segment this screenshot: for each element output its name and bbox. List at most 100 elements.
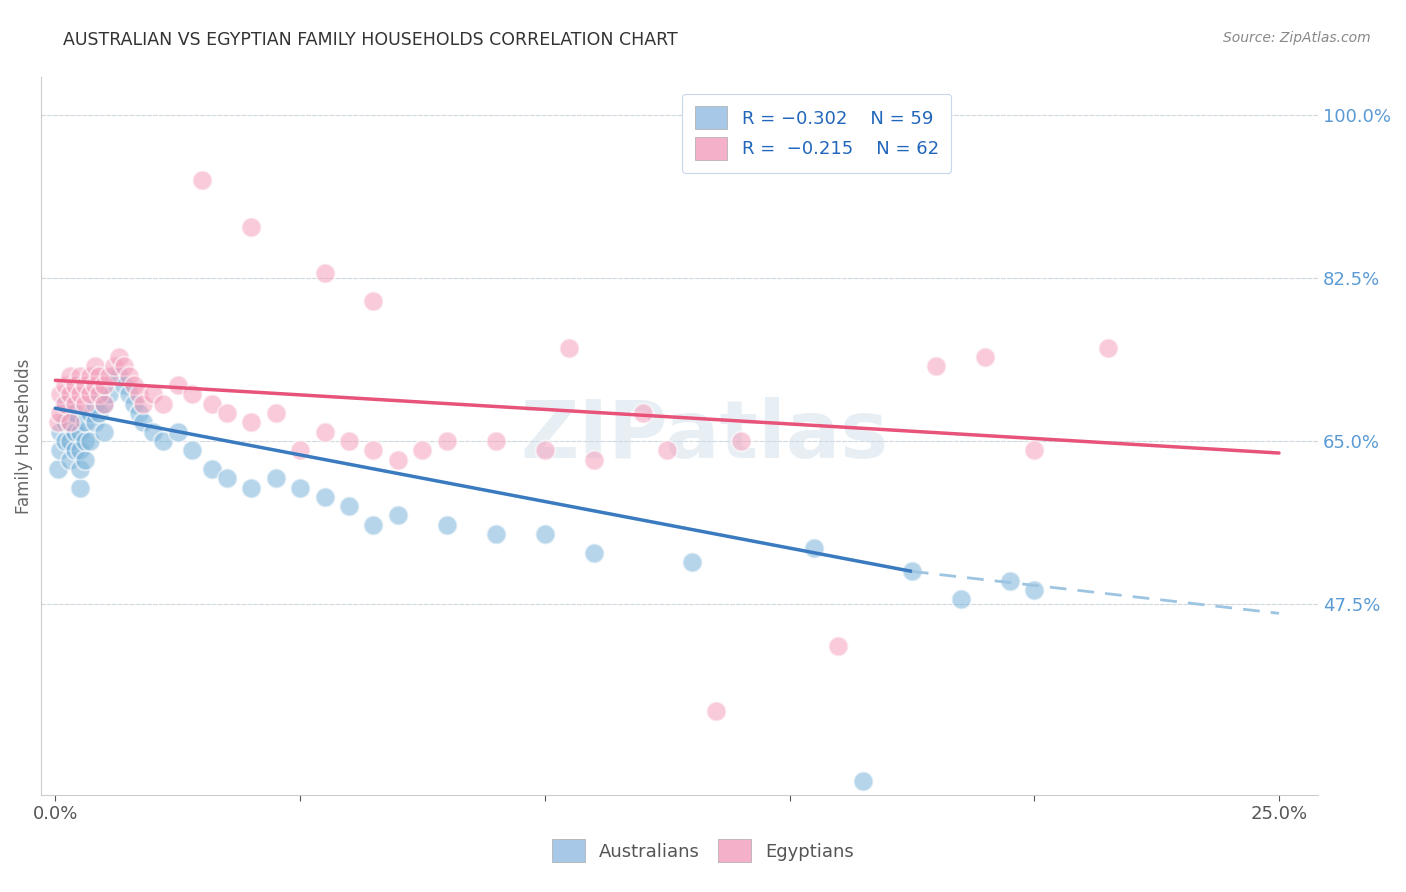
Point	[314, 266, 336, 280]
Point	[59, 452, 82, 467]
Point	[533, 443, 555, 458]
Point	[59, 368, 82, 383]
Point	[949, 592, 972, 607]
Point	[53, 434, 76, 448]
Point	[657, 443, 679, 458]
Point	[122, 378, 145, 392]
Point	[122, 397, 145, 411]
Point	[59, 387, 82, 401]
Point	[201, 462, 224, 476]
Point	[191, 173, 214, 187]
Point	[73, 452, 96, 467]
Point	[89, 406, 111, 420]
Point	[108, 368, 131, 383]
Point	[46, 462, 69, 476]
Point	[152, 397, 174, 411]
Point	[98, 387, 121, 401]
Point	[533, 527, 555, 541]
Point	[93, 378, 115, 392]
Point	[215, 471, 238, 485]
Point	[1024, 443, 1046, 458]
Point	[53, 397, 76, 411]
Point	[215, 406, 238, 420]
Point	[827, 639, 849, 653]
Point	[93, 397, 115, 411]
Text: Source: ZipAtlas.com: Source: ZipAtlas.com	[1223, 31, 1371, 45]
Point	[69, 368, 91, 383]
Y-axis label: Family Households: Family Households	[15, 359, 32, 514]
Text: ZIPatlas: ZIPatlas	[520, 397, 889, 475]
Point	[83, 378, 105, 392]
Point	[59, 434, 82, 448]
Point	[681, 555, 703, 569]
Point	[132, 397, 155, 411]
Point	[363, 443, 385, 458]
Point	[112, 378, 135, 392]
Point	[49, 443, 72, 458]
Point	[201, 397, 224, 411]
Point	[582, 452, 605, 467]
Point	[558, 341, 581, 355]
Point	[387, 452, 409, 467]
Point	[314, 490, 336, 504]
Point	[1024, 582, 1046, 597]
Point	[49, 387, 72, 401]
Point	[631, 406, 654, 420]
Point	[240, 481, 263, 495]
Point	[73, 434, 96, 448]
Point	[288, 443, 311, 458]
Point	[1097, 341, 1119, 355]
Point	[166, 378, 188, 392]
Point	[69, 443, 91, 458]
Point	[240, 219, 263, 234]
Point	[93, 397, 115, 411]
Point	[103, 359, 125, 374]
Point	[69, 425, 91, 439]
Point	[363, 517, 385, 532]
Point	[49, 425, 72, 439]
Point	[79, 406, 101, 420]
Point	[79, 434, 101, 448]
Point	[63, 378, 86, 392]
Point	[582, 546, 605, 560]
Point	[181, 387, 204, 401]
Point	[73, 397, 96, 411]
Point	[89, 368, 111, 383]
Point	[112, 359, 135, 374]
Point	[132, 415, 155, 429]
Point	[83, 415, 105, 429]
Point	[128, 387, 150, 401]
Legend: R = −0.302    N = 59, R =  −0.215    N = 62: R = −0.302 N = 59, R = −0.215 N = 62	[682, 94, 952, 172]
Point	[436, 434, 458, 448]
Point	[181, 443, 204, 458]
Point	[69, 462, 91, 476]
Point	[49, 406, 72, 420]
Legend: Australians, Egyptians: Australians, Egyptians	[546, 832, 860, 870]
Point	[53, 397, 76, 411]
Point	[128, 406, 150, 420]
Point	[79, 387, 101, 401]
Point	[89, 387, 111, 401]
Point	[46, 415, 69, 429]
Point	[485, 434, 508, 448]
Point	[89, 387, 111, 401]
Point	[103, 368, 125, 383]
Point	[69, 387, 91, 401]
Point	[436, 517, 458, 532]
Point	[83, 359, 105, 374]
Point	[63, 397, 86, 411]
Point	[69, 481, 91, 495]
Point	[53, 415, 76, 429]
Point	[118, 387, 141, 401]
Point	[73, 378, 96, 392]
Point	[63, 406, 86, 420]
Point	[93, 425, 115, 439]
Point	[337, 499, 360, 513]
Point	[998, 574, 1021, 588]
Point	[240, 415, 263, 429]
Point	[63, 425, 86, 439]
Point	[59, 415, 82, 429]
Point	[79, 368, 101, 383]
Point	[166, 425, 188, 439]
Point	[264, 471, 287, 485]
